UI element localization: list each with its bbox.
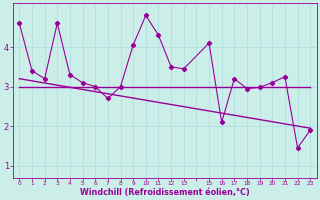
X-axis label: Windchill (Refroidissement éolien,°C): Windchill (Refroidissement éolien,°C) xyxy=(80,188,250,197)
